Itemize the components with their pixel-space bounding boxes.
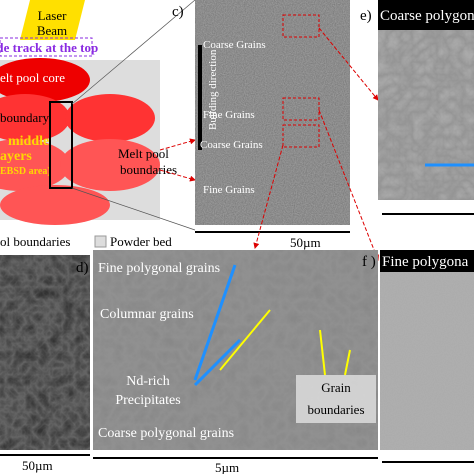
text: Fine polygonal grains (98, 261, 220, 276)
text: ayers (0, 149, 32, 164)
text: le track at the top (0, 40, 98, 55)
panel-f: f ) Fine polygona (362, 250, 474, 463)
panel-c: c) Building direction Coarse Grains Fine… (172, 0, 379, 261)
text: boundaries (120, 162, 177, 177)
text: Coarse Grains (203, 39, 266, 51)
panel-e: e) Coarse polygona (360, 0, 474, 215)
panel-title: Coarse polygona (380, 8, 474, 24)
panel-d: d) Fine polygonal grains Columnar grains… (76, 250, 378, 474)
panel-left: 50µm (0, 255, 90, 473)
text: Grain (321, 380, 351, 395)
text: Melt pool (118, 146, 169, 161)
panel-label: c) (172, 4, 184, 20)
text: Coarse Grains (200, 139, 263, 151)
text: Fine Grains (203, 184, 255, 196)
legend-entry: ol boundaries (0, 234, 70, 249)
text: Building direction (207, 49, 219, 130)
panel-label: e) (360, 8, 372, 24)
panel-title: Fine polygona (382, 254, 469, 270)
text: Precipitates (115, 393, 180, 408)
schematic: Laser Beam le track at the top elt pool … (0, 0, 196, 249)
text: boundaries (307, 402, 364, 417)
text: EBSD area) (0, 166, 51, 177)
text: elt pool core (0, 70, 65, 85)
text: Columnar grains (100, 307, 194, 322)
scale-label: 5µm (215, 460, 239, 474)
panel-label: f ) (362, 254, 376, 270)
text: Fine Grains (203, 109, 255, 121)
text: middle (8, 134, 49, 149)
legend-entry: Powder bed (110, 234, 172, 249)
scale-label: 50µm (290, 235, 321, 250)
text: Coarse polygonal grains (98, 426, 234, 441)
text: Beam (37, 23, 67, 38)
scale-label: 50µm (22, 458, 53, 473)
text: Nd-rich (126, 374, 170, 389)
panel-label: d) (76, 260, 89, 276)
text: Laser (38, 8, 68, 23)
text: boundary (0, 110, 50, 125)
